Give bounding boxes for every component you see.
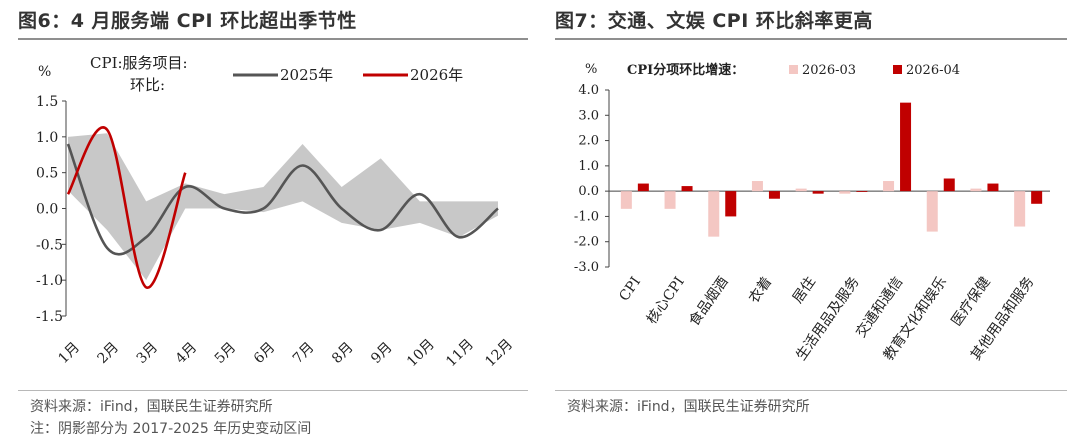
right-bar-2 (768, 191, 780, 199)
right-source: 资料来源：iFind，国联民生证券研究所 (567, 399, 810, 415)
right-legend-label-1: 2026-03 (802, 63, 856, 78)
right-y-tick-label: -1.0 (574, 209, 599, 224)
left-x-tick-label: 12月 (482, 336, 516, 370)
right-legend-swatch-1 (789, 65, 798, 74)
left-x-tick-label: 1月 (55, 339, 83, 367)
right-bar-1 (1014, 191, 1026, 227)
left-x-tick-label: 4月 (173, 339, 201, 367)
left-x-tick-label: 6月 (251, 339, 279, 367)
right-y-tick-label: -2.0 (574, 235, 599, 250)
left-x-tick-label: 7月 (290, 339, 318, 367)
left-note: 注：阴影部分为 2017-2025 年历史变动区间 (30, 421, 312, 437)
left-panel-title: 图6：4 月服务端 CPI 环比超出季节性 (18, 10, 357, 32)
right-bar-1 (839, 191, 851, 194)
left-bottom-rule (18, 390, 528, 391)
right-bar-1 (664, 191, 676, 209)
left-y-tick-label: 1.5 (36, 94, 58, 110)
left-y-tick-label: 0.5 (36, 166, 58, 182)
right-bar-2 (725, 191, 737, 217)
left-y-tick-label: -1.5 (36, 309, 63, 325)
right-y-tick-label: 2.0 (578, 134, 599, 149)
left-x-tick-label: 9月 (368, 339, 396, 367)
left-y-tick-label: 0.0 (36, 202, 58, 218)
left-y-unit: % (38, 64, 51, 80)
right-title-rule (555, 38, 1067, 40)
right-bar-1 (970, 188, 982, 192)
right-bar-2 (1031, 191, 1043, 204)
right-y-tick-label: 4.0 (578, 83, 599, 98)
left-x-tick-label: 8月 (329, 339, 357, 367)
right-y-unit: % (585, 62, 597, 77)
left-history-range-band (68, 133, 498, 281)
right-legend-title: CPI分项环比增速： (627, 62, 744, 78)
left-x-tick-label: 5月 (212, 339, 240, 367)
left-x-tick-label: 10月 (404, 336, 438, 370)
right-x-tick-label: CPI (616, 274, 644, 304)
right-y-tick-label: 3.0 (578, 108, 599, 123)
right-legend-label-2: 2026-04 (906, 63, 960, 78)
right-bar-2 (856, 191, 868, 192)
right-bar-2 (681, 186, 693, 192)
left-x-tick-label: 2月 (95, 339, 123, 367)
right-bar-chart: % 4.0 3.0 2.0 1.0 0.0 -1.0 -2.0 -3.0 CPI 核心CPI食品烟… (574, 62, 1050, 364)
left-line-chart: % 1.5 1.0 0.5 0.0 -0.5 -1.0 -1.5 1月 2月 3月 4月 5月 6月 7月… (36, 54, 516, 370)
right-bottom-rule (555, 390, 1067, 391)
left-panel: 图6：4 月服务端 CPI 环比超出季节性 % 1.5 1.0 0.5 0.0 -0.5 -… (18, 0, 528, 441)
left-title-rule (18, 38, 528, 40)
right-legend-swatch-2 (893, 65, 902, 74)
right-bar-1 (795, 188, 807, 192)
left-y-tick-label: -0.5 (36, 237, 63, 253)
right-panel: 图7：交通、文娱 CPI 环比斜率更高 % 4.0 3.0 2.0 1.0 0.0 -1.0… (555, 0, 1067, 441)
left-series-line-2 (66, 126, 187, 289)
right-bar-1 (620, 191, 632, 209)
right-bar-2 (637, 183, 649, 192)
right-bar-2 (943, 178, 955, 192)
right-bar-1 (883, 181, 895, 192)
left-legend-prefix-line2: 环比: (130, 76, 165, 94)
right-x-tick-label: 衣着 (746, 274, 775, 306)
right-bar-1 (751, 181, 763, 192)
left-x-tick-label: 3月 (134, 339, 162, 367)
right-y-tick-label: 1.0 (578, 159, 599, 174)
right-x-tick-label: 食品烟酒 (685, 274, 731, 330)
right-x-tick-label: 核心CPI (644, 274, 688, 327)
right-x-tick-label: 医疗保健 (948, 274, 993, 329)
left-source: 资料来源：iFind，国联民生证券研究所 (30, 399, 273, 415)
left-x-tick-label: 11月 (443, 336, 477, 370)
right-bar-2 (812, 191, 824, 194)
right-bar-1 (926, 191, 938, 232)
right-x-tick-label: 居住 (790, 274, 819, 306)
left-y-tick-label: 1.0 (36, 130, 58, 146)
right-bar-2 (900, 102, 912, 192)
right-y-tick-label: -3.0 (574, 260, 599, 275)
right-y-tick-label: 0.0 (578, 184, 599, 199)
right-bar-2 (987, 183, 999, 192)
left-legend-label-2026: 2026年 (410, 66, 463, 84)
left-legend-label-2025: 2025年 (280, 66, 333, 84)
left-legend-prefix-line1: CPI:服务项目: (90, 54, 188, 72)
right-panel-title: 图7：交通、文娱 CPI 环比斜率更高 (555, 10, 873, 32)
right-bar-1 (708, 191, 720, 237)
left-y-tick-label: -1.0 (36, 273, 63, 289)
